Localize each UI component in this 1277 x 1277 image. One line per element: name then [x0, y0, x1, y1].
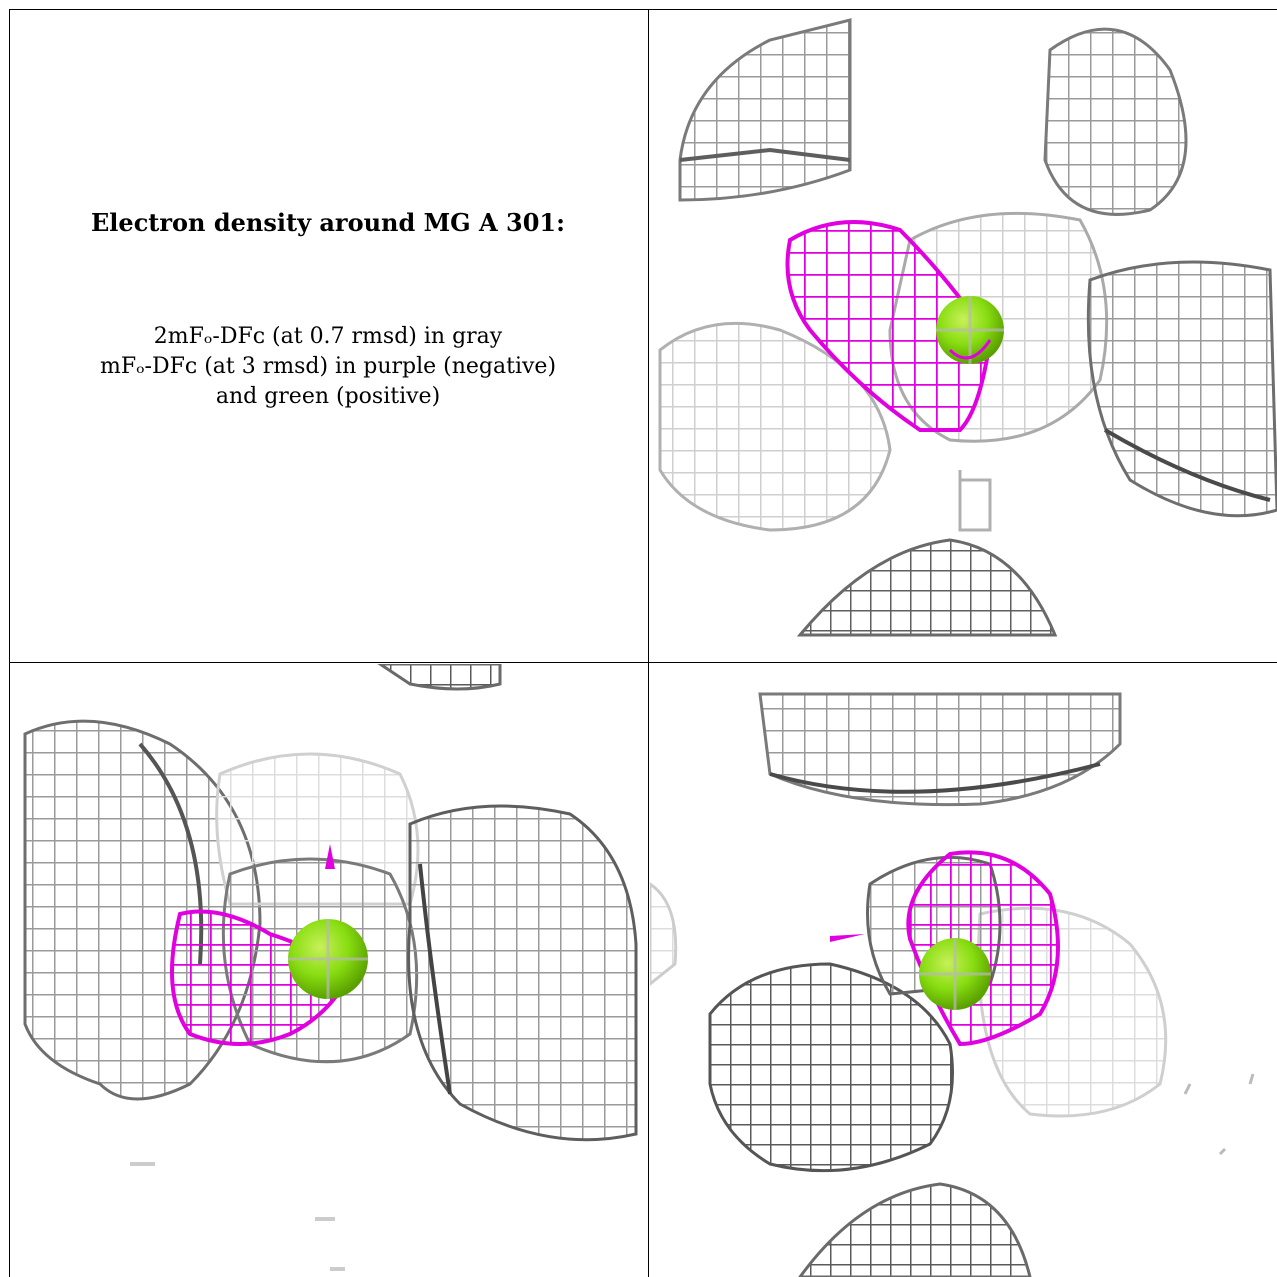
density-view-3-image [650, 692, 1255, 1277]
border-left [9, 9, 10, 1277]
caption-line-fo-fc: mFₒ-DFᴄ (at 3 rmsd) in purple (negative) [99, 354, 557, 379]
density-view-2 [10, 664, 646, 1277]
border-center-vertical [648, 9, 649, 1277]
density-view-1-image [658, 18, 1277, 637]
caption-title: Electron density around MG A 301: [91, 208, 565, 237]
caption-body: 2mFₒ-DFᴄ (at 0.7 rmsd) in gray mFₒ-DFᴄ (… [10, 322, 646, 412]
border-top [10, 9, 1277, 10]
caption-line-2fo-fc: 2mFₒ-DFᴄ (at 0.7 rmsd) in gray [153, 324, 503, 349]
density-view-3 [650, 664, 1277, 1277]
density-view-2-image [23, 664, 638, 1271]
density-view-1 [650, 10, 1277, 662]
border-middle-horizontal [10, 662, 1277, 663]
caption-cell: Electron density around MG A 301: 2mFₒ-D… [10, 10, 646, 662]
caption-line-positive: and green (positive) [215, 384, 441, 409]
caption: Electron density around MG A 301: 2mFₒ-D… [10, 10, 646, 662]
